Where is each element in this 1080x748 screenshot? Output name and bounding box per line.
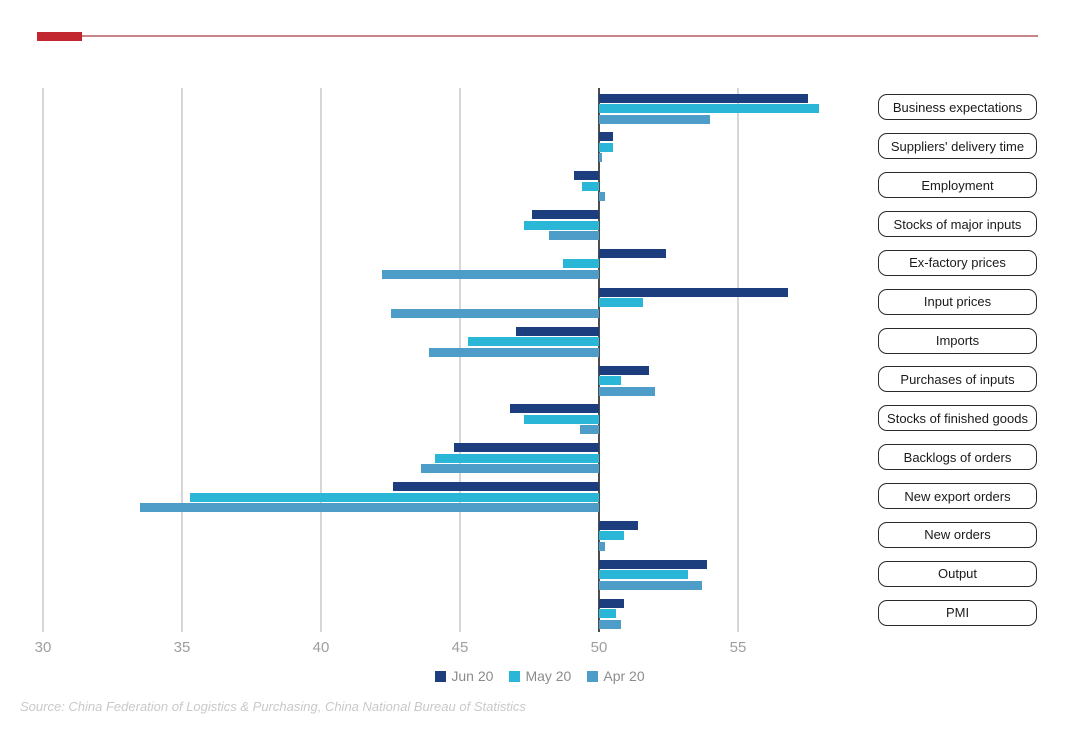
gridline-45 — [459, 88, 461, 632]
bar-new-export-orders-jun-20 — [393, 482, 599, 492]
category-label-stocks-of-finished-goods: Stocks of finished goods — [878, 405, 1037, 432]
header-accent-bar — [37, 32, 82, 41]
category-label-new-orders: New orders — [878, 521, 1037, 548]
category-label-backlogs-of-orders: Backlogs of orders — [878, 444, 1037, 471]
bar-input-prices-may-20 — [599, 298, 644, 308]
gridline-35 — [181, 88, 183, 632]
legend-label: May 20 — [525, 668, 572, 684]
bar-backlogs-of-orders-jun-20 — [454, 443, 599, 453]
bar-stocks-of-finished-goods-jun-20 — [510, 404, 599, 414]
category-label-input-prices: Input prices — [878, 288, 1037, 315]
legend-item-jun-20: Jun 20 — [435, 668, 493, 684]
bar-suppliers-delivery-time-apr-20 — [599, 153, 602, 163]
category-label-pmi: PMI — [878, 599, 1037, 626]
legend-swatch-icon — [435, 670, 447, 682]
bar-output-may-20 — [599, 570, 688, 580]
source-note: Source: China Federation of Logistics & … — [20, 699, 526, 714]
bar-employment-apr-20 — [599, 192, 605, 202]
bar-ex-factory-prices-apr-20 — [382, 269, 599, 279]
bar-suppliers-delivery-time-may-20 — [599, 142, 613, 152]
legend-label: Apr 20 — [603, 668, 645, 684]
chart-legend: Jun 20 May 20 Apr 20 — [0, 668, 1080, 684]
legend-item-apr-20: Apr 20 — [587, 668, 645, 684]
bar-business-expectations-apr-20 — [599, 114, 711, 124]
gridline-30 — [42, 88, 44, 632]
bar-stocks-of-major-inputs-apr-20 — [548, 231, 599, 241]
bar-new-export-orders-may-20 — [190, 492, 599, 502]
bar-imports-may-20 — [468, 337, 599, 347]
bar-output-apr-20 — [599, 580, 702, 590]
x-tick-label-50: 50 — [590, 639, 608, 656]
category-label-suppliers-delivery-time: Suppliers' delivery time — [878, 133, 1037, 160]
bar-pmi-apr-20 — [599, 619, 622, 629]
bar-pmi-may-20 — [599, 609, 616, 619]
x-tick-label-30: 30 — [34, 639, 52, 656]
bar-new-orders-jun-20 — [599, 520, 638, 530]
category-label-output: Output — [878, 560, 1037, 587]
bar-suppliers-delivery-time-jun-20 — [599, 132, 613, 142]
category-label-business-expectations: Business expectations — [878, 94, 1037, 121]
bar-purchases-of-inputs-may-20 — [599, 376, 622, 385]
bar-imports-jun-20 — [515, 326, 599, 336]
bar-backlogs-of-orders-apr-20 — [421, 464, 599, 474]
legend-label: Jun 20 — [451, 668, 494, 684]
category-label-stocks-of-major-inputs: Stocks of major inputs — [878, 211, 1037, 237]
category-label-employment: Employment — [878, 172, 1037, 199]
bar-backlogs-of-orders-may-20 — [434, 453, 599, 463]
bar-stocks-of-major-inputs-jun-20 — [532, 210, 599, 220]
legend-item-may-20: May 20 — [509, 668, 571, 684]
x-tick-label-45: 45 — [451, 639, 469, 656]
bar-business-expectations-may-20 — [599, 104, 819, 113]
bar-ex-factory-prices-jun-20 — [599, 248, 666, 258]
legend-swatch-icon — [587, 670, 599, 682]
legend-swatch-icon — [509, 670, 521, 682]
bar-business-expectations-jun-20 — [599, 93, 808, 103]
bar-new-orders-apr-20 — [599, 541, 605, 551]
bar-output-jun-20 — [599, 559, 708, 569]
bar-imports-apr-20 — [429, 347, 599, 357]
bar-pmi-jun-20 — [599, 598, 625, 608]
x-tick-label-55: 55 — [729, 639, 747, 656]
baseline-50 — [598, 88, 600, 632]
bar-input-prices-apr-20 — [390, 308, 599, 318]
bar-purchases-of-inputs-jun-20 — [599, 365, 650, 375]
bar-stocks-of-finished-goods-apr-20 — [579, 425, 599, 435]
header-rule — [82, 35, 1038, 37]
bar-input-prices-jun-20 — [599, 287, 789, 297]
bar-stocks-of-major-inputs-may-20 — [523, 220, 599, 230]
gridline-55 — [737, 88, 739, 632]
bar-employment-jun-20 — [573, 171, 599, 181]
category-label-imports: Imports — [878, 327, 1037, 354]
bar-purchases-of-inputs-apr-20 — [599, 386, 655, 396]
gridline-40 — [320, 88, 322, 632]
category-label-ex-factory-prices: Ex-factory prices — [878, 249, 1037, 276]
bar-stocks-of-finished-goods-may-20 — [523, 414, 599, 424]
bar-new-export-orders-apr-20 — [140, 503, 599, 513]
bar-ex-factory-prices-may-20 — [562, 259, 599, 269]
bar-employment-may-20 — [582, 181, 599, 191]
x-tick-label-35: 35 — [173, 639, 191, 656]
category-label-new-export-orders: New export orders — [878, 483, 1037, 509]
bar-new-orders-may-20 — [599, 531, 625, 541]
x-tick-label-40: 40 — [312, 639, 330, 656]
category-label-purchases-of-inputs: Purchases of inputs — [878, 366, 1037, 393]
